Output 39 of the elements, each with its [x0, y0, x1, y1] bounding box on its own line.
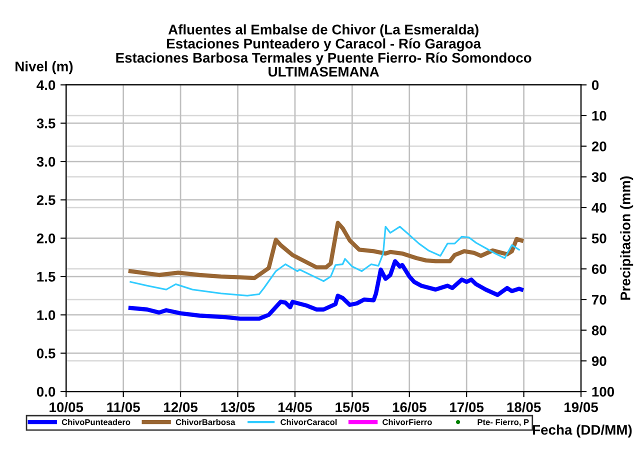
x-tick-label: 14/05	[278, 402, 312, 412]
y-tick-label: 3.5	[36, 118, 56, 128]
y-axis-title: Nivel (m)	[16, 61, 73, 74]
x-tick-label: 19/05	[564, 402, 598, 412]
legend-label: ChivoPunteadero	[62, 418, 130, 426]
chart-title: Afluentes al Embalse de Chivor (La Esmeralda) Estaciones Punteadero y Caracol - Río Garagoa Estaciones Barbosa Termales y Puente Fierro- Río Somondoco ULTIMASEMANA	[116, 24, 532, 77]
y2-tick-label: 50	[592, 234, 606, 244]
y-tick-label: 3.0	[36, 156, 56, 167]
x-tick-label: 10/05	[50, 402, 84, 412]
y-tick-label: 2.5	[36, 195, 56, 206]
y2-tick-label: 100	[592, 386, 614, 397]
x-tick-label: 13/05	[221, 402, 255, 412]
x-axis-title: Fecha (DD/MM)	[532, 424, 632, 438]
x-tick-label: 15/05	[336, 402, 370, 412]
y2-tick-label: 60	[592, 264, 606, 274]
y-tick-label: 0.5	[36, 348, 56, 358]
y2-tick-label: 40	[592, 202, 606, 213]
y2-tick-label: 10	[592, 110, 606, 121]
y-tick-label: 1.5	[37, 272, 56, 282]
x-tick-label: 18/05	[507, 402, 541, 412]
y-tick-label: 4.0	[36, 80, 56, 90]
legend-label: ChivorBarbosa	[176, 418, 236, 426]
x-tick-label: 16/05	[392, 402, 426, 412]
y2-tick-label: 20	[592, 142, 606, 152]
legend-label: ChivorCaracol	[280, 418, 337, 426]
y2-tick-label: 70	[592, 294, 606, 305]
x-tick-label: 17/05	[450, 402, 484, 412]
x-tick-label: 11/05	[107, 402, 140, 412]
y2-axis-title: Precipitacion (mm)	[620, 176, 634, 300]
y2-tick-label: 90	[592, 356, 606, 366]
legend-label: ChivorFierro	[382, 418, 432, 426]
y2-tick-label: 30	[592, 172, 606, 182]
y-tick-label: 2.0	[36, 234, 56, 244]
legend-label: Pte- Fierro, P	[478, 418, 529, 426]
y-tick-label: 1.0	[37, 310, 56, 320]
y2-tick-label: 80	[592, 326, 606, 336]
y2-tick-label: 0	[592, 80, 599, 90]
y-tick-label: 0.0	[36, 386, 56, 397]
x-tick-label: 12/05	[164, 402, 198, 412]
